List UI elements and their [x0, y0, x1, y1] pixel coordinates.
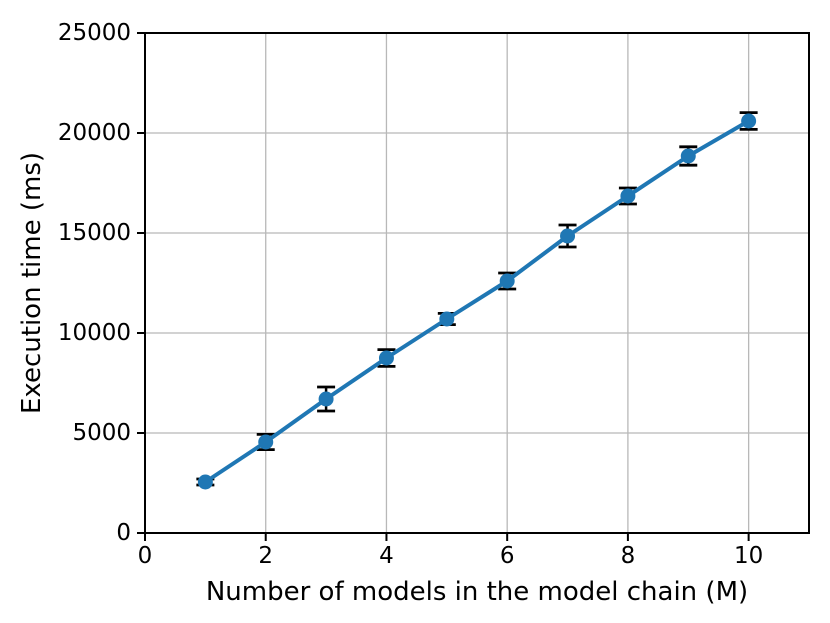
y-tick-label: 10000: [58, 320, 131, 346]
x-tick-label: 10: [734, 543, 763, 569]
data-point: [318, 391, 334, 407]
data-point: [439, 311, 455, 327]
axis-ticks-layer: [137, 32, 750, 541]
data-point: [680, 148, 696, 164]
y-tick-label: 5000: [72, 420, 131, 446]
x-tick-label: 8: [621, 543, 636, 569]
y-tick-label: 25000: [58, 20, 131, 46]
x-tick-label: 4: [379, 543, 394, 569]
series-line: [203, 119, 751, 484]
grid-layer: [144, 32, 809, 534]
data-point: [378, 350, 394, 366]
x-tick-label: 0: [138, 543, 153, 569]
y-tick-label: 15000: [58, 220, 131, 246]
y-tick-label: 20000: [58, 120, 131, 146]
plot-border: [144, 32, 810, 534]
y-axis-label: Execution time (ms): [17, 152, 47, 414]
x-tick-label: 6: [500, 543, 515, 569]
data-point: [620, 188, 636, 204]
data-points-layer: [197, 113, 757, 490]
data-point: [741, 113, 757, 129]
x-tick-label: 2: [258, 543, 273, 569]
y-tick-label: 0: [116, 520, 131, 546]
data-point: [499, 273, 515, 289]
data-point: [197, 474, 213, 490]
x-axis-label: Number of models in the model chain (M): [206, 577, 748, 607]
data-point: [258, 434, 274, 450]
tick-labels-layer: 0 2 4 6 8 10 0 5000 10000 15000 20000 25000: [58, 20, 763, 569]
data-point: [560, 228, 576, 244]
